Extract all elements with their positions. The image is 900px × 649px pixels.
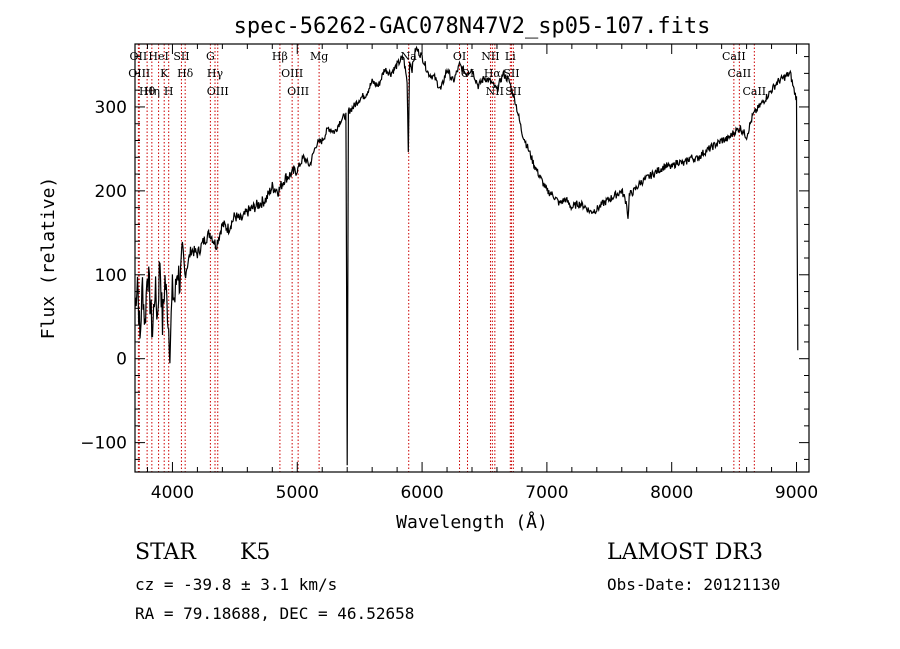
radec-text: RA = 79.18688, DEC = 46.52658 (135, 604, 415, 623)
axis-ticks: 4000 5000 6000 7000 8000 9000 −100 0 100 200 300 (80, 44, 818, 503)
line-marker-label: SII (173, 50, 189, 63)
class-label: STAR (135, 540, 196, 565)
obs-date-text: Obs-Date: 20121130 (607, 575, 781, 594)
line-marker-label: CaII (742, 85, 766, 98)
line-marker-label: OIII (287, 85, 309, 98)
line-marker-label: Hγ (207, 67, 224, 80)
line-marker-label: SII (505, 85, 521, 98)
line-marker-label: OIII (281, 67, 303, 80)
line-marker-label: G (206, 50, 215, 63)
y-tick-label: −100 (80, 434, 127, 454)
line-marker-label: Hθ (139, 85, 156, 98)
line-marker-label: NII (486, 85, 504, 98)
line-marker-label: Hδ (177, 67, 194, 80)
line-marker-label: CaII (722, 50, 746, 63)
line-marker-label: Mg (310, 50, 328, 63)
line-marker-label: Hβ (272, 50, 288, 63)
cz-text: cz = -39.8 ± 3.1 km/s (135, 575, 338, 594)
line-marker-label: Li (505, 50, 516, 63)
line-marker-label: Hη (144, 85, 160, 98)
y-axis-label: Flux (relative) (38, 177, 59, 340)
y-tick-label: 0 (116, 350, 127, 370)
subclass-label: K5 (240, 540, 271, 565)
line-marker-labels: OIIOIIIHθHηHeIKHSIIHδGHγOIIIHβOIIIOIIIMg… (128, 50, 766, 98)
survey-label: LAMOST DR3 (607, 540, 763, 565)
line-marker-label: OIII (207, 85, 229, 98)
x-tick-label: 9000 (775, 483, 818, 503)
y-tick-label: 300 (95, 98, 127, 118)
x-tick-label: 4000 (151, 483, 194, 503)
plot-frame (134, 43, 810, 473)
spectrum-line (134, 45, 799, 466)
y-tick-label: 100 (95, 266, 127, 286)
line-marker-label: HeI (148, 50, 168, 63)
line-marker-label: NII (481, 50, 499, 63)
x-axis-label: Wavelength (Å) (396, 511, 548, 533)
line-markers (137, 44, 755, 472)
y-tick-label: 200 (95, 182, 127, 202)
line-marker-label: K (160, 67, 169, 80)
x-tick-label: 6000 (400, 483, 443, 503)
line-marker-label: Na (401, 50, 418, 63)
line-marker-label: OI (453, 50, 466, 63)
line-marker-label: CaII (728, 67, 752, 80)
line-marker-label: Hα (484, 67, 502, 80)
line-marker-label: H (164, 85, 174, 98)
x-tick-label: 7000 (525, 483, 568, 503)
x-tick-label: 8000 (650, 483, 693, 503)
x-tick-label: 5000 (276, 483, 319, 503)
chart-title: spec-56262-GAC078N47V2_sp05-107.fits (234, 14, 711, 39)
